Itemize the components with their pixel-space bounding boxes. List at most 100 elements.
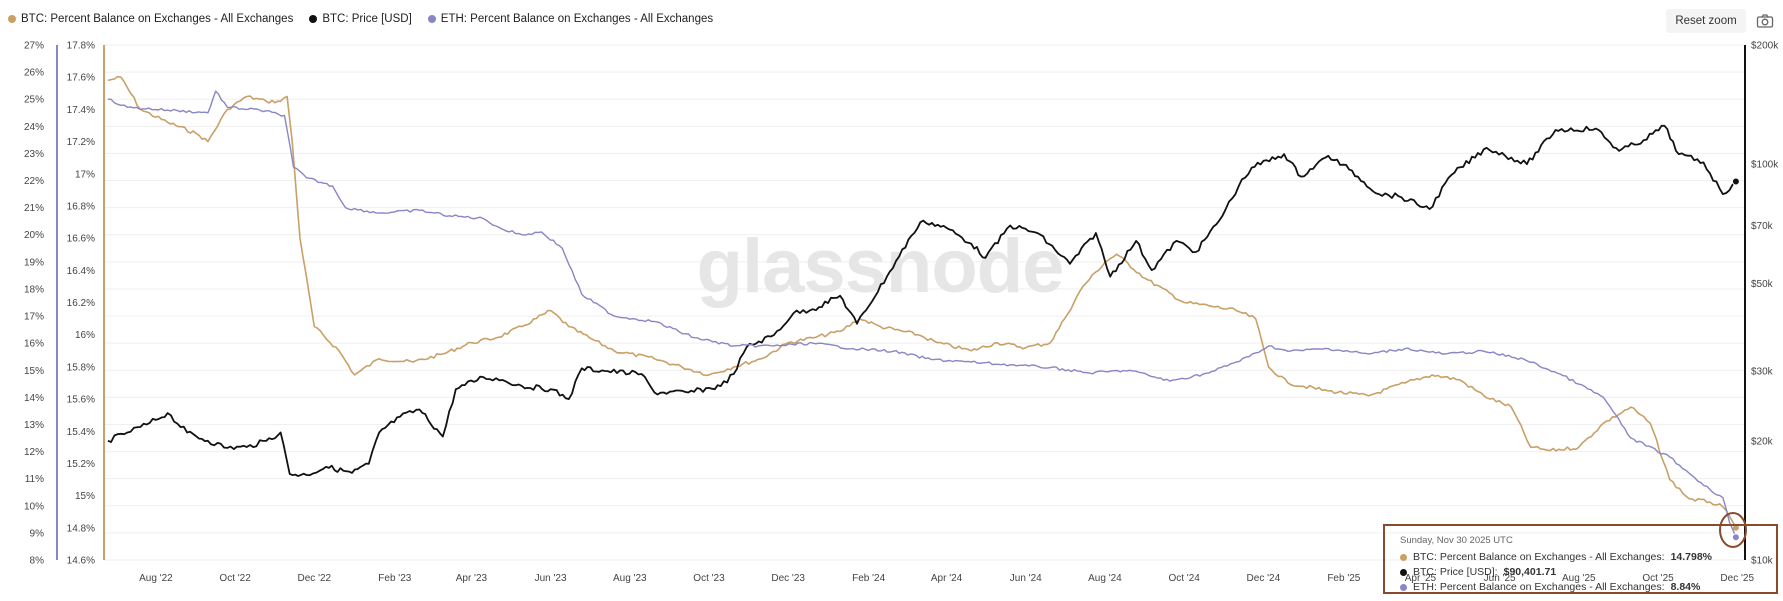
eth-tick-label: 13% xyxy=(24,420,44,431)
btc-tick-label: 14.8% xyxy=(67,523,95,534)
tooltip-row-btc-price: BTC: Price [USD]: $90,401.71 xyxy=(1400,565,1720,580)
price-tick-label: $50k xyxy=(1751,279,1774,290)
x-tick-label: Oct '23 xyxy=(693,573,725,584)
x-tick-label: Oct '22 xyxy=(219,573,251,584)
x-tick-label: Dec '23 xyxy=(771,573,805,584)
btc-tick-label: 16.2% xyxy=(67,298,95,309)
legend-dot-btc-price xyxy=(309,15,318,23)
btc-tick-label: 15.4% xyxy=(67,427,95,438)
eth-tick-label: 22% xyxy=(24,176,44,187)
btc-tick-label: 15.6% xyxy=(67,395,95,406)
eth-tick-label: 18% xyxy=(24,284,44,295)
eth-tick-label: 8% xyxy=(30,556,45,567)
btc-tick-label: 17.8% xyxy=(67,41,95,52)
x-tick-label: Apr '23 xyxy=(456,573,488,584)
x-tick-label: Jun '25 xyxy=(1484,573,1516,584)
grid-lines xyxy=(104,44,1745,561)
chart-legend: BTC: Percent Balance on Exchanges - All … xyxy=(8,10,713,28)
legend-label-btc-price: BTC: Price [USD] xyxy=(322,13,412,25)
btc-tick-label: 15.8% xyxy=(67,362,95,373)
x-tick-label: Aug '25 xyxy=(1562,573,1596,584)
x-tick-label: Oct '25 xyxy=(1642,573,1674,584)
tooltip-dot-btc-price xyxy=(1400,569,1407,576)
legend-dot-btc-balance xyxy=(8,15,16,23)
x-tick-label: Apr '25 xyxy=(1405,573,1437,584)
tooltip-label-btc-balance: BTC: Percent Balance on Exchanges - All … xyxy=(1413,551,1665,563)
x-tick-label: Aug '24 xyxy=(1088,573,1122,584)
eth-tick-label: 24% xyxy=(24,122,44,133)
eth-tick-label: 9% xyxy=(30,528,45,539)
legend-item-eth-balance[interactable]: ETH: Percent Balance on Exchanges - All … xyxy=(427,13,714,25)
highlight-circle xyxy=(1719,512,1747,548)
tooltip-row-eth-balance: ETH: Percent Balance on Exchanges - All … xyxy=(1400,580,1720,595)
eth-tick-label: 21% xyxy=(24,203,44,214)
eth-tick-label: 11% xyxy=(25,474,44,485)
price-tick-label: $100k xyxy=(1751,160,1779,171)
x-tick-label: Feb '24 xyxy=(852,573,885,584)
price-tick-label: $200k xyxy=(1751,41,1779,52)
price-tick-label: $30k xyxy=(1751,367,1774,378)
x-tick-label: Apr '24 xyxy=(931,573,963,584)
price-axis-ticks: $200k $100k $70k $50k $30k $20k $10k xyxy=(1751,41,1779,567)
btc-tick-label: 16.4% xyxy=(67,266,95,277)
btc-tick-label: 17.6% xyxy=(67,73,95,84)
btc-axis-ticks: 17.8% 17.6% 17.4% 17.2% 17% 16.8% 16.6% 16.4% 16… xyxy=(67,41,95,567)
eth-tick-label: 19% xyxy=(24,257,44,268)
eth-tick-label: 27% xyxy=(24,41,44,52)
price-tick-label: $70k xyxy=(1751,221,1774,232)
eth-tick-label: 17% xyxy=(24,312,44,323)
eth-tick-label: 14% xyxy=(24,393,44,404)
series-line-eth-balance xyxy=(107,90,1737,538)
camera-icon[interactable] xyxy=(1756,13,1774,29)
price-tick-label: $10k xyxy=(1751,556,1774,567)
eth-tick-label: 26% xyxy=(24,68,44,79)
tooltip-value-eth-balance: 8.84% xyxy=(1670,581,1701,593)
price-tick-label: $20k xyxy=(1751,436,1774,447)
series-endpoint-eth-balance xyxy=(1731,533,1740,542)
btc-tick-label: 16.6% xyxy=(67,234,95,245)
series-endpoint-btc-price xyxy=(1731,177,1740,186)
eth-tick-label: 10% xyxy=(24,501,44,512)
legend-item-btc-balance[interactable]: BTC: Percent Balance on Exchanges - All … xyxy=(8,13,293,25)
tooltip-dot-btc-balance xyxy=(1400,554,1407,561)
series-line-btc-price xyxy=(107,124,1737,477)
btc-tick-label: 16% xyxy=(75,330,95,341)
btc-tick-label: 15.2% xyxy=(67,459,95,470)
eth-tick-label: 25% xyxy=(24,95,44,106)
tooltip: Sunday, Nov 30 2025 UTC BTC: Percent Bal… xyxy=(1400,535,1720,595)
tooltip-dot-eth-balance xyxy=(1400,584,1407,591)
x-tick-label: Jun '24 xyxy=(1010,573,1042,584)
legend-dot-eth-balance xyxy=(427,15,436,23)
eth-tick-label: 23% xyxy=(24,149,44,160)
x-tick-label: Aug '22 xyxy=(139,573,173,584)
x-tick-label: Aug '23 xyxy=(613,573,647,584)
x-axis-ticks: Aug '22 Oct '22 Dec '22 Feb '23 Apr '23 Jun '… xyxy=(139,573,1754,584)
x-tick-label: Jun '23 xyxy=(535,573,567,584)
btc-tick-label: 17.4% xyxy=(67,105,95,116)
reset-zoom-button[interactable]: Reset zoom xyxy=(1666,9,1746,33)
eth-tick-label: 16% xyxy=(24,339,44,350)
btc-tick-label: 14.6% xyxy=(67,556,95,567)
btc-tick-label: 17.2% xyxy=(67,137,95,148)
eth-tick-label: 12% xyxy=(24,447,44,458)
watermark: glassnode xyxy=(697,224,1064,309)
legend-item-btc-price[interactable]: BTC: Price [USD] xyxy=(309,13,412,25)
x-tick-label: Dec '22 xyxy=(298,573,332,584)
x-tick-label: Feb '25 xyxy=(1327,573,1360,584)
legend-label-btc-balance: BTC: Percent Balance on Exchanges - All … xyxy=(21,13,294,25)
tooltip-label-btc-price: BTC: Price [USD]: xyxy=(1413,566,1498,578)
eth-tick-label: 15% xyxy=(24,366,44,377)
x-tick-label: Feb '23 xyxy=(378,573,411,584)
legend-label-eth-balance: ETH: Percent Balance on Exchanges - All … xyxy=(440,13,714,25)
series-layer xyxy=(107,75,1740,542)
x-tick-label: Dec '25 xyxy=(1720,573,1754,584)
btc-tick-label: 17% xyxy=(75,169,95,180)
x-tick-label: Dec '24 xyxy=(1247,573,1281,584)
tooltip-label-eth-balance: ETH: Percent Balance on Exchanges - All … xyxy=(1413,581,1665,593)
tooltip-date: Sunday, Nov 30 2025 UTC xyxy=(1400,535,1513,546)
btc-tick-label: 15% xyxy=(75,491,95,502)
series-line-btc-balance xyxy=(107,75,1737,529)
btc-tick-label: 16.8% xyxy=(67,201,95,212)
tooltip-value-btc-price: $90,401.71 xyxy=(1503,566,1557,578)
